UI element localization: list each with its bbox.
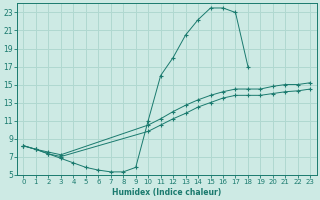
- X-axis label: Humidex (Indice chaleur): Humidex (Indice chaleur): [112, 188, 221, 197]
